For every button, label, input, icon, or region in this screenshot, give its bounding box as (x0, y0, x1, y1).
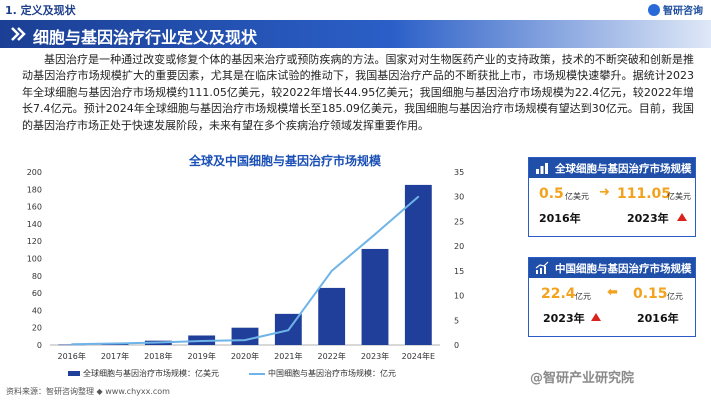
y-right-tick-label: 5 (454, 316, 459, 325)
china-end-year: 2016年 (637, 312, 679, 325)
y-left-tick-label: 100 (27, 255, 42, 264)
title-band: 细胞与基因治疗行业定义及现状 (0, 20, 711, 48)
y-right-tick-label: 10 (454, 292, 464, 301)
global-start-unit: 亿美元 (565, 192, 589, 201)
y-right-tick-label: 30 (454, 193, 464, 202)
x-tick-label: 2017年 (101, 351, 129, 361)
y-left-tick-label: 20 (32, 324, 42, 333)
trend-up-icon (591, 313, 601, 321)
y-right-tick-label: 25 (454, 217, 464, 226)
point-china-4 (244, 339, 246, 341)
chart-title: 全球及中国细胞与基因治疗市场规模 (188, 154, 381, 168)
line-chart-icon (535, 261, 549, 274)
brand-logo: 智研咨询 (648, 2, 703, 17)
china-end-value: 0.15 (633, 286, 668, 302)
x-tick-label: 2023年 (361, 351, 389, 361)
x-tick-label: 2016年 (57, 351, 85, 361)
legend-item-global: 全球细胞与基因治疗市场规模：亿美元 (68, 368, 219, 379)
y-right-tick-label: 20 (454, 242, 464, 251)
bar-global-8 (404, 184, 432, 345)
global-start-value: 0.5 (539, 186, 564, 202)
x-tick-label: 2022年 (317, 351, 345, 361)
legend-label-global: 全球细胞与基因治疗市场规模：亿美元 (83, 369, 219, 378)
page-title: 细胞与基因治疗行业定义及现状 (33, 28, 258, 47)
global-end-value: 111.05 (617, 186, 672, 202)
point-china-2 (157, 341, 160, 344)
legend-line-swatch (249, 372, 265, 375)
legend-item-china: 中国细胞与基因治疗市场规模：亿元 (249, 368, 396, 379)
y-left-tick-label: 80 (32, 272, 42, 281)
x-tick-label: 2024年E (402, 351, 435, 361)
global-card-body: 0.5 亿美元 2016年 ➜ 111.05 亿美元 2023年 (529, 178, 695, 236)
china-card-body: 22.4 亿元 2023年 ⬅ 0.15 亿元 2016年 (529, 278, 695, 336)
y-left-tick-label: 0 (37, 341, 42, 350)
china-start-year: 2023年 (543, 312, 585, 325)
y-left-tick-label: 200 (27, 168, 42, 177)
bar-global-4 (231, 327, 259, 345)
x-tick-label: 2018年 (144, 351, 172, 361)
y-right-tick-label: 15 (454, 267, 464, 276)
y-left-tick-label: 120 (27, 237, 42, 246)
section-label: 1. 定义及现状 (5, 4, 76, 17)
intro-paragraph: 基因治疗是一种通过改变或修复个体的基因来治疗或预防疾病的方法。国家对对生物医药产… (22, 53, 694, 132)
y-right-tick-label: 35 (454, 168, 464, 177)
china-start-value: 22.4 (541, 286, 576, 302)
top-bar: 1. 定义及现状 智研咨询 (0, 0, 711, 17)
arrow-right-icon: ➜ (599, 185, 610, 200)
china-end-unit: 亿元 (667, 292, 683, 301)
y-right-tick-label: 0 (454, 341, 459, 350)
point-china-1 (114, 342, 116, 345)
global-end-year: 2023年 (627, 212, 669, 225)
china-card-header: 中国细胞与基因治疗市场规模 (529, 258, 695, 278)
arrow-left-icon: ⬅ (607, 285, 618, 300)
bar-global-6 (318, 287, 346, 345)
logo-icon (648, 3, 660, 16)
logo-text: 智研咨询 (663, 6, 703, 17)
legend-label-china: 中国细胞与基因治疗市场规模：亿元 (268, 369, 396, 378)
china-market-card: 中国细胞与基因治疗市场规模 22.4 亿元 2023年 ⬅ 0.15 亿元 20… (528, 257, 696, 337)
x-tick-label: 2019年 (187, 351, 215, 361)
global-card-header: 全球细胞与基因治疗市场规模 (529, 158, 695, 178)
x-tick-label: 2020年 (231, 351, 259, 361)
china-start-unit: 亿元 (575, 292, 591, 301)
global-end-unit: 亿美元 (667, 192, 691, 201)
double-chevron-icon (11, 27, 26, 41)
point-china-7 (374, 233, 376, 236)
global-card-title: 全球细胞与基因治疗市场规模 (555, 162, 692, 175)
y-left-tick-label: 60 (32, 289, 42, 298)
trend-up-icon (677, 213, 687, 221)
china-card-title: 中国细胞与基因治疗市场规模 (555, 262, 692, 275)
bar-chart-icon (536, 163, 548, 174)
point-china-0 (70, 343, 73, 346)
global-market-card: 全球细胞与基因治疗市场规模 0.5 亿美元 2016年 ➜ 111.05 亿美元… (528, 157, 696, 237)
y-left-tick-label: 180 (27, 185, 42, 194)
point-china-5 (287, 329, 290, 331)
y-left-tick-label: 140 (27, 220, 42, 229)
x-tick-label: 2021年 (274, 351, 302, 361)
global-start-year: 2016年 (539, 212, 581, 225)
y-left-tick-label: 160 (27, 203, 42, 212)
point-china-8 (417, 195, 420, 198)
bar-global-7 (361, 248, 389, 345)
legend-bar-swatch (68, 371, 80, 376)
y-left-tick-label: 40 (32, 306, 42, 315)
point-china-3 (200, 340, 203, 342)
watermark: @智研产业研究院 (530, 371, 635, 386)
source-note: 资料来源：智研咨询整理 ◆ www.chyxx.com (6, 387, 170, 396)
market-size-chart: 0 20 40 60 80 100 120 140 160 180 200 0 5 10 15 20 25 30 3… (27, 168, 464, 361)
point-china-6 (330, 270, 333, 272)
chart-legend: 全球细胞与基因治疗市场规模：亿美元 中国细胞与基因治疗市场规模：亿元 (68, 368, 396, 379)
